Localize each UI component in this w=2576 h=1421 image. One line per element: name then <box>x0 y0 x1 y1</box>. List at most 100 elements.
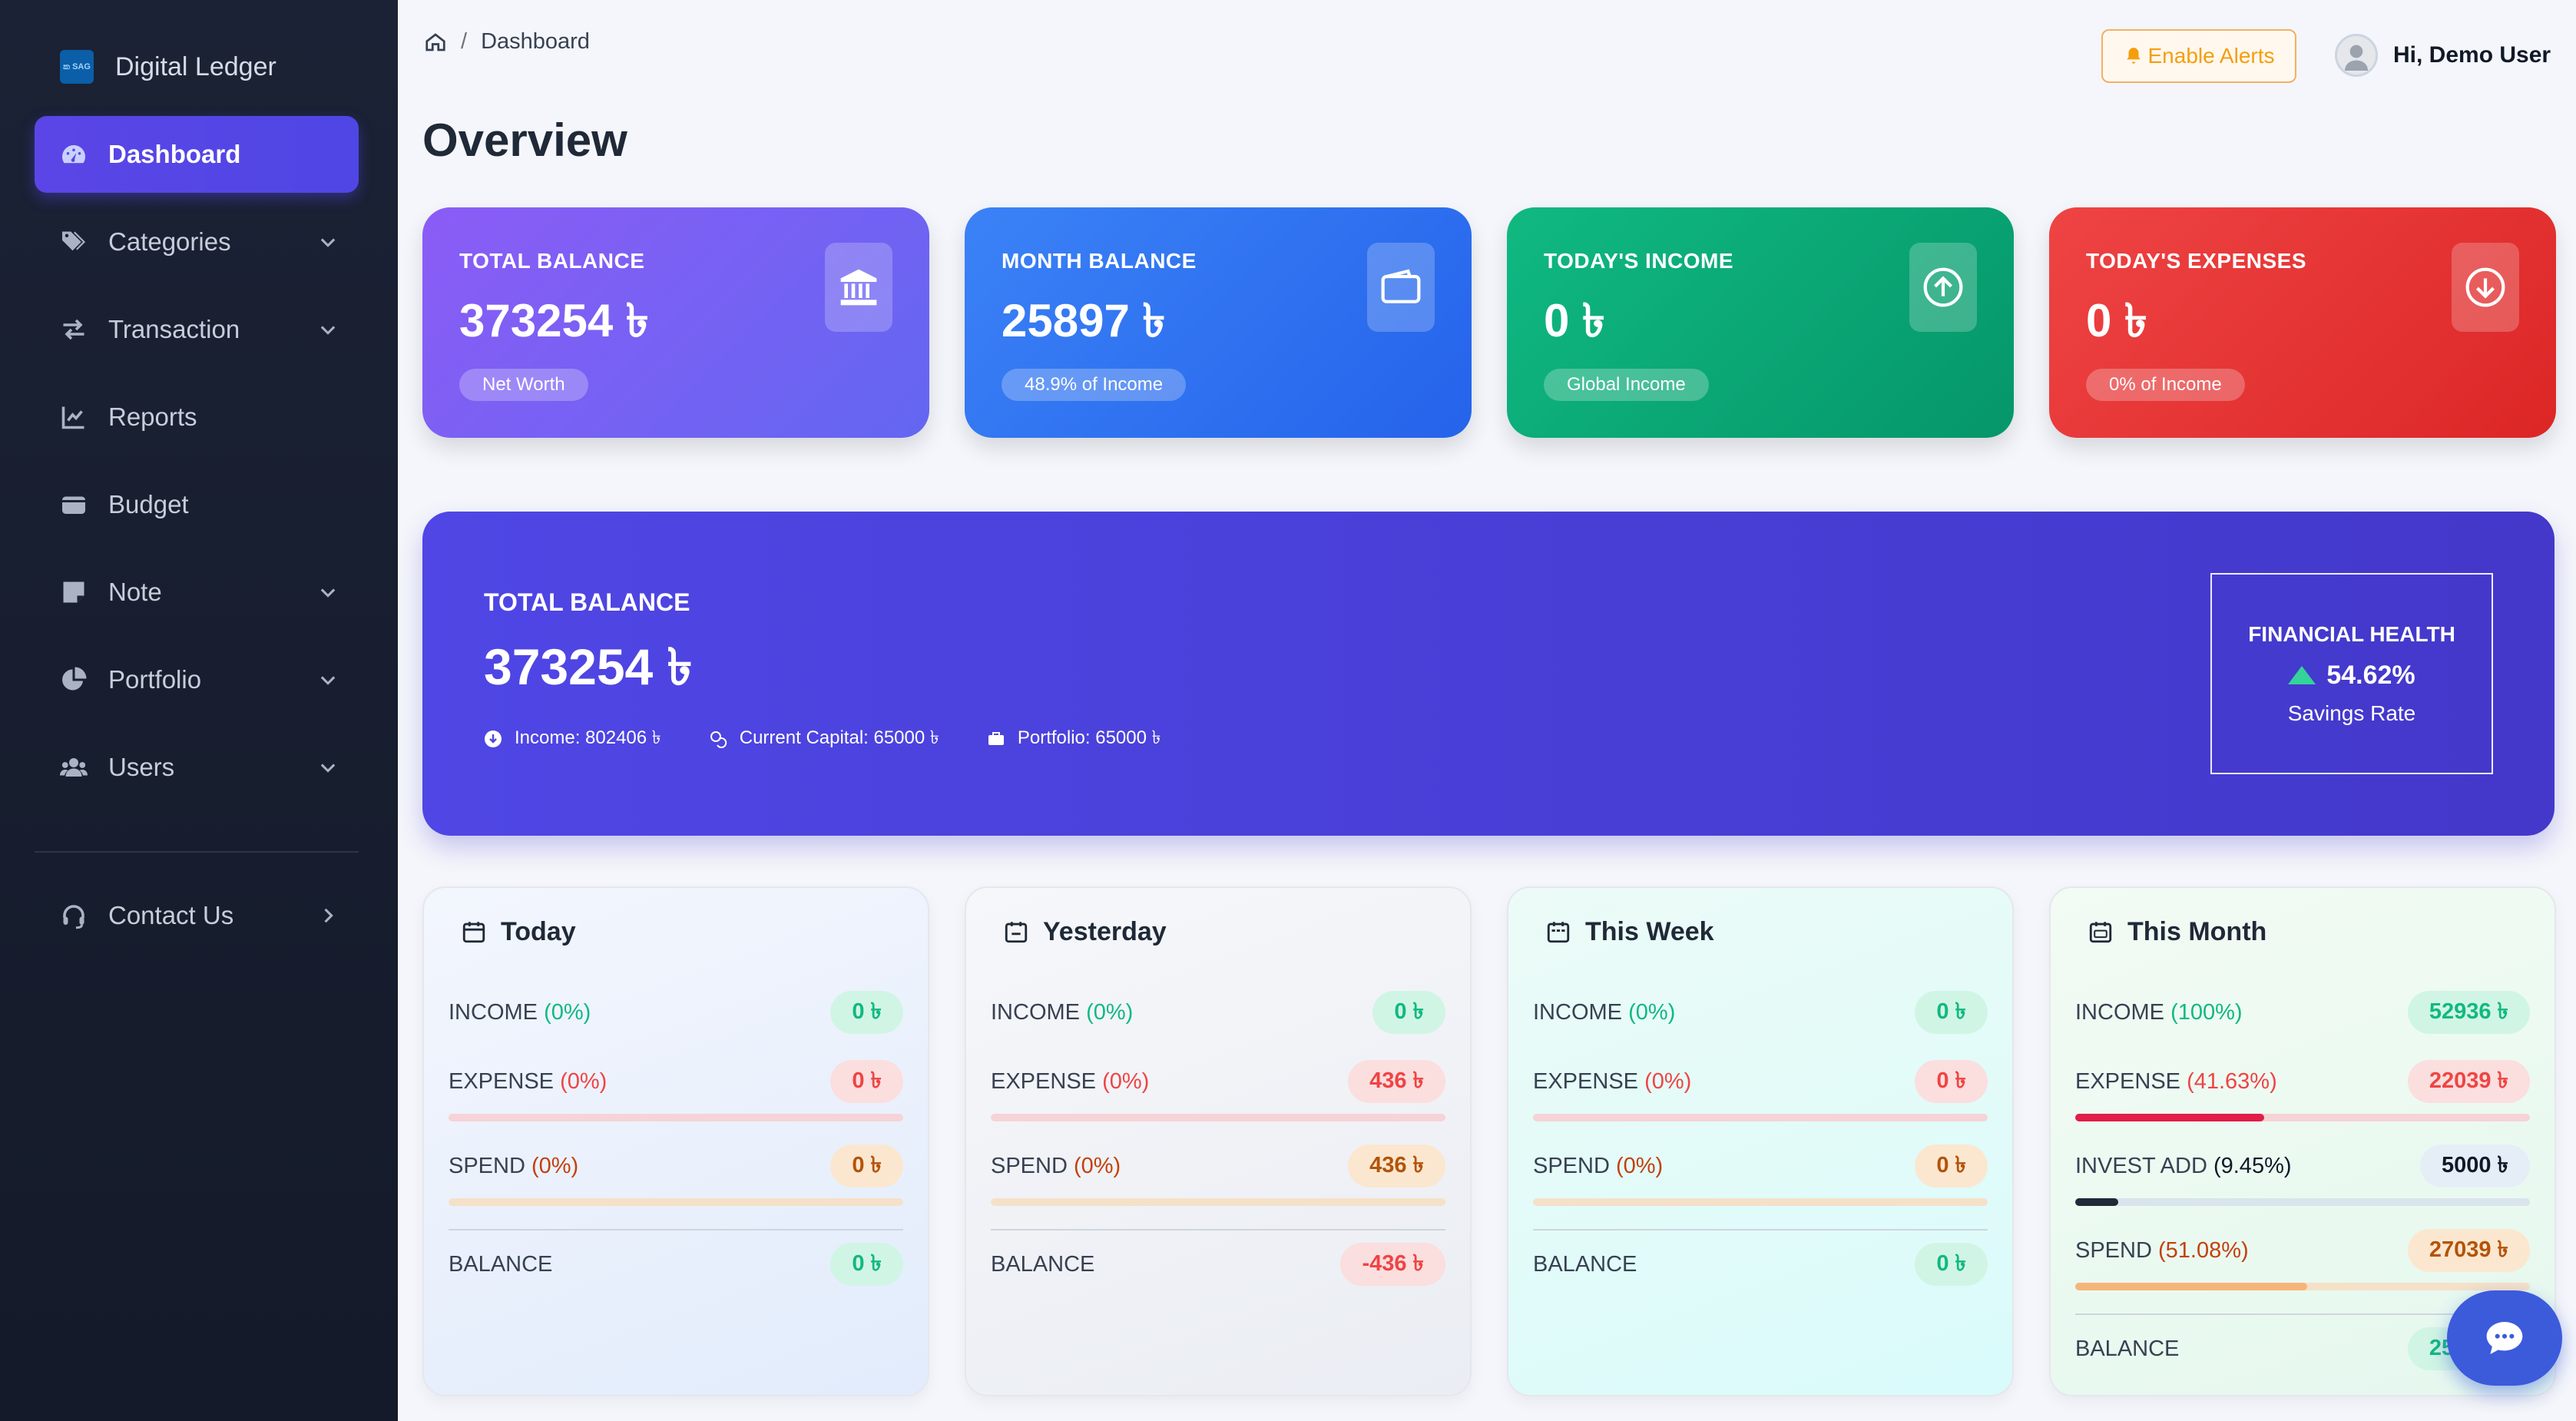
sidebar-item-label: Dashboard <box>108 140 241 168</box>
sidebar-item-label: Note <box>108 578 162 606</box>
banner-portfolio-text: Portfolio: 65000 ৳ <box>1017 727 1161 748</box>
chevron-right-icon <box>324 908 333 923</box>
enable-alerts-label: Enable Alerts <box>2147 44 2275 68</box>
avatar <box>2335 34 2378 77</box>
period-title: This Week <box>1545 911 1714 952</box>
sidebar: ක SAG Digital Ledger Dashboard Categorie… <box>0 0 398 1421</box>
row-label: BALANCE <box>1533 1251 1637 1277</box>
home-icon[interactable] <box>424 31 447 54</box>
brand-logo-icon: ක SAG <box>60 50 94 84</box>
breadcrumb-current: Dashboard <box>481 29 590 54</box>
banner-value: 373254 ৳ <box>484 638 693 695</box>
income-value: 0 ৳ <box>830 991 903 1034</box>
balance-row: BALANCE 0 ৳ <box>1533 1243 1988 1286</box>
sidebar-item-label: Contact Us <box>108 901 234 929</box>
bell-icon <box>2126 48 2141 64</box>
sidebar-item-users[interactable]: Users <box>35 729 359 806</box>
period-title: This Month <box>2088 911 2266 952</box>
income-value: 0 ৳ <box>1372 991 1445 1034</box>
row-label: BALANCE <box>991 1251 1095 1277</box>
brand[interactable]: ක SAG Digital Ledger <box>60 48 276 86</box>
chevron-down-icon <box>320 763 336 773</box>
period-title-text: Yesterday <box>1043 916 1167 946</box>
expense-progress-bar <box>991 1114 1445 1121</box>
calendar-week-icon <box>1547 922 1570 943</box>
enable-alerts-button[interactable]: Enable Alerts <box>2101 29 2296 83</box>
arrow-up-circle-icon <box>1909 243 1977 332</box>
spend-value: 436 ৳ <box>1348 1144 1445 1187</box>
period-title: Yesterday <box>1003 911 1167 952</box>
triangle-up-icon <box>2288 666 2316 684</box>
chat-bubble-icon <box>2486 1322 2523 1354</box>
arrow-down-circle-icon <box>2452 243 2519 332</box>
stat-label: MONTH BALANCE <box>1002 249 1197 273</box>
stat-card-today-income: TODAY'S INCOME 0 ৳ Global Income <box>1507 207 2014 438</box>
chat-button[interactable] <box>2447 1290 2562 1386</box>
income-row: INCOME (0%) 0 ৳ <box>1533 991 1988 1034</box>
stat-value: 0 ৳ <box>1544 295 1605 346</box>
sidebar-item-contact[interactable]: Contact Us <box>35 877 359 954</box>
sidebar-item-categories[interactable]: Categories <box>35 204 359 280</box>
sidebar-item-reports[interactable]: Reports <box>35 379 359 455</box>
stat-value: 25897 ৳ <box>1002 295 1166 346</box>
balance-row: BALANCE -436 ৳ <box>991 1243 1445 1286</box>
coins-icon <box>710 731 727 748</box>
stat-label: TODAY'S INCOME <box>1544 249 1734 273</box>
invest-row: INVEST ADD (9.45%) 5000 ৳ <box>2075 1144 2530 1187</box>
user-greeting: Hi, Demo User <box>2393 42 2551 68</box>
brand-name: Digital Ledger <box>115 51 276 81</box>
banner-label: TOTAL BALANCE <box>484 588 690 616</box>
stat-pill: Global Income <box>1544 369 1709 401</box>
row-label: SPEND (0%) <box>1533 1153 1664 1178</box>
spend-row: SPEND (0%) 0 ৳ <box>1533 1144 1988 1187</box>
banner-capital: Current Capital: 65000 ৳ <box>709 724 939 754</box>
sidebar-item-budget[interactable]: Budget <box>35 466 359 543</box>
arrow-down-circle-icon <box>485 730 502 747</box>
balance-row: BALANCE 0 ৳ <box>449 1243 903 1286</box>
period-divider <box>991 1229 1445 1231</box>
row-label: SPEND (0%) <box>449 1153 579 1178</box>
breadcrumb: / Dashboard <box>424 29 590 55</box>
balance-value: -436 ৳ <box>1340 1243 1445 1286</box>
expense-row: EXPENSE (41.63%) 22039 ৳ <box>2075 1060 2530 1103</box>
banner-income: Income: 802406 ৳ <box>484 724 661 754</box>
period-card-today: Today INCOME (0%) 0 ৳ EXPENSE (0%) 0 ৳ S… <box>422 886 929 1396</box>
period-divider <box>2075 1313 2530 1315</box>
expense-value: 22039 ৳ <box>2407 1060 2530 1103</box>
gauge-icon <box>59 141 88 167</box>
sidebar-item-transaction[interactable]: Transaction <box>35 291 359 368</box>
sidebar-item-label: Transaction <box>108 315 240 343</box>
sidebar-item-label: Budget <box>108 490 189 518</box>
user-menu[interactable]: Hi, Demo User <box>2335 31 2551 80</box>
sidebar-item-portfolio[interactable]: Portfolio <box>35 641 359 718</box>
sidebar-divider <box>35 851 359 853</box>
invest-progress-bar <box>2075 1198 2530 1206</box>
chevron-down-icon <box>320 238 336 247</box>
sidebar-item-note[interactable]: Note <box>35 554 359 631</box>
row-label: EXPENSE (0%) <box>449 1068 608 1094</box>
sidebar-nav: Dashboard Categories Transaction Reports <box>35 116 359 816</box>
briefcase-icon <box>988 732 1004 745</box>
calendar-month-icon <box>2089 922 2112 943</box>
chevron-down-icon <box>320 326 336 335</box>
sidebar-item-dashboard[interactable]: Dashboard <box>35 116 359 193</box>
income-row: INCOME (100%) 52936 ৳ <box>2075 991 2530 1034</box>
row-label: INCOME (100%) <box>2075 999 2243 1025</box>
banner-portfolio: Portfolio: 65000 ৳ <box>987 724 1161 754</box>
stat-pill: Net Worth <box>459 369 588 401</box>
users-icon <box>59 754 88 780</box>
wallet-icon <box>1367 243 1435 332</box>
expense-row: EXPENSE (0%) 0 ৳ <box>449 1060 903 1103</box>
spend-progress-fill <box>2075 1283 2308 1290</box>
expense-progress-bar <box>449 1114 903 1121</box>
period-card-yesterday: Yesterday INCOME (0%) 0 ৳ EXPENSE (0%) 4… <box>965 886 1472 1396</box>
row-label: BALANCE <box>2075 1336 2180 1361</box>
spend-progress-bar <box>2075 1283 2530 1290</box>
spend-progress-bar <box>991 1198 1445 1206</box>
expense-value: 0 ৳ <box>1915 1060 1988 1103</box>
spend-row: SPEND (0%) 436 ৳ <box>991 1144 1445 1187</box>
period-title-text: This Month <box>2127 916 2267 946</box>
chevron-down-icon <box>320 676 336 685</box>
period-divider <box>1533 1229 1988 1231</box>
exchange-icon <box>59 316 88 343</box>
